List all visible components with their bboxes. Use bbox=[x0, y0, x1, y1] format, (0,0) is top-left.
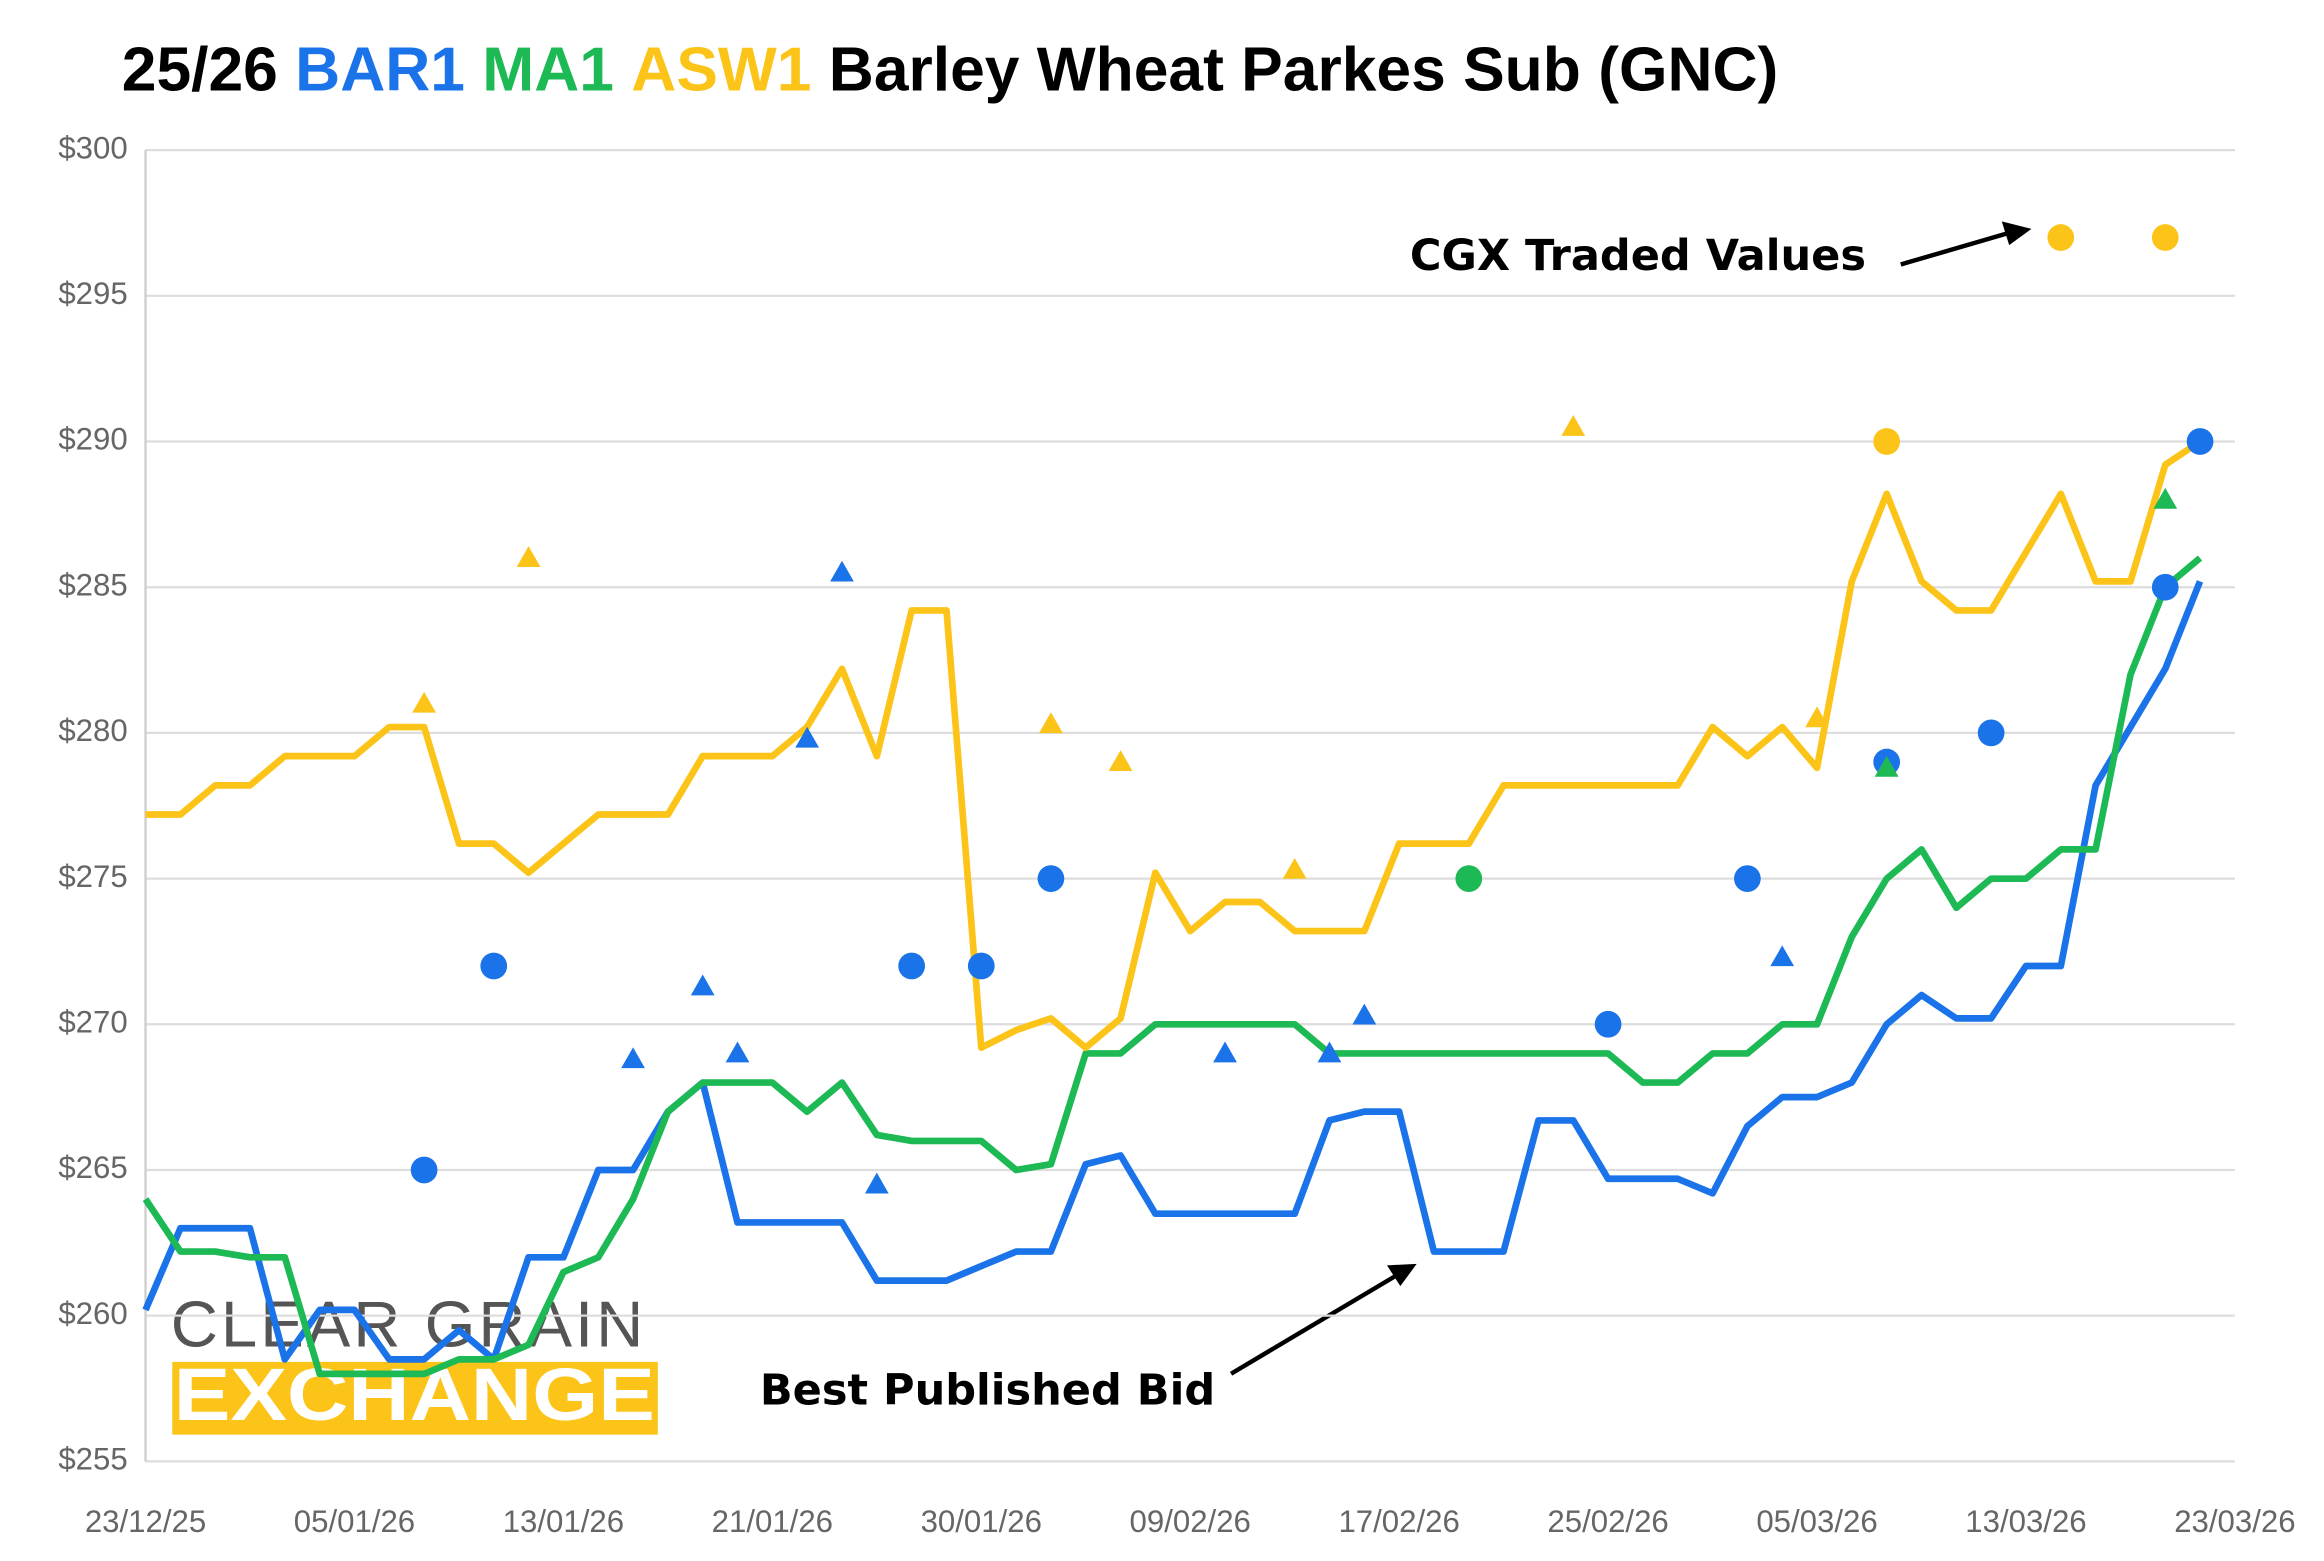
y-tick-label: $300 bbox=[58, 130, 127, 165]
x-tick-label: 17/02/26 bbox=[1338, 1504, 1459, 1539]
bid-marker bbox=[1282, 857, 1307, 879]
title-series-name: ASW1 bbox=[631, 36, 811, 105]
annotation-arrowhead bbox=[2001, 221, 2032, 246]
series-line bbox=[142, 555, 2203, 1378]
bid-marker bbox=[1317, 1041, 1342, 1063]
bid-marker bbox=[864, 1172, 889, 1194]
x-tick-label: 21/01/26 bbox=[712, 1504, 833, 1539]
bid-marker bbox=[621, 1047, 645, 1069]
traded-marker bbox=[967, 952, 995, 980]
bid-marker bbox=[830, 560, 854, 582]
x-tick-label: 23/12/25 bbox=[85, 1504, 206, 1539]
traded-marker bbox=[898, 952, 925, 980]
y-tick-label: $275 bbox=[58, 859, 127, 894]
bid-marker bbox=[1874, 755, 1899, 777]
y-tick-label: $260 bbox=[58, 1296, 127, 1331]
bid-marker bbox=[1213, 1041, 1237, 1063]
bid-marker bbox=[2153, 487, 2178, 509]
traded-marker bbox=[480, 952, 508, 980]
y-tick-label: $270 bbox=[58, 1005, 127, 1040]
bid-marker bbox=[1770, 945, 1795, 967]
y-tick-label: $295 bbox=[58, 276, 127, 311]
x-tick-label: 30/01/26 bbox=[921, 1504, 1042, 1539]
y-tick-label: $280 bbox=[58, 713, 127, 748]
traded-marker bbox=[410, 1156, 438, 1184]
traded-marker bbox=[1873, 428, 1901, 455]
y-tick-label: $290 bbox=[58, 422, 127, 457]
x-tick-label: 09/02/26 bbox=[1130, 1504, 1251, 1539]
y-tick-label: $285 bbox=[58, 567, 127, 602]
annotation-arrow bbox=[1900, 231, 2009, 267]
x-tick-label: 25/02/26 bbox=[1547, 1504, 1668, 1539]
bid-marker bbox=[690, 974, 715, 996]
bid-marker bbox=[1561, 415, 1586, 436]
logo-line: EXCHANGE bbox=[174, 1353, 655, 1436]
traded-marker bbox=[2151, 573, 2179, 601]
annotation-arrow bbox=[1229, 1273, 1398, 1376]
traded-marker bbox=[1455, 865, 1483, 892]
bid-marker bbox=[1039, 712, 1063, 734]
y-tick-label: $255 bbox=[58, 1442, 127, 1477]
chart-title: 25/26 BAR1 MA1 ASW1 Barley Wheat Parkes … bbox=[122, 36, 1779, 105]
traded-marker bbox=[1594, 1010, 1622, 1038]
x-tick-label: 05/01/26 bbox=[294, 1504, 415, 1539]
x-tick-label: 13/03/26 bbox=[1965, 1504, 2086, 1539]
title-text: Barley Wheat Parkes Sub (GNC) bbox=[829, 36, 1779, 105]
bid-marker bbox=[725, 1041, 750, 1063]
title-series-name: MA1 bbox=[482, 36, 614, 105]
series-line bbox=[145, 438, 2202, 1051]
logo-line: CLEAR GRAIN bbox=[171, 1287, 647, 1360]
bid-marker bbox=[1352, 1003, 1377, 1025]
traded-marker bbox=[2151, 224, 2179, 251]
title-series-name: BAR1 bbox=[295, 36, 465, 105]
title-prefix: 25/26 bbox=[122, 36, 278, 105]
bid-marker bbox=[1805, 706, 1829, 728]
annotation: CGX Traded Values bbox=[1410, 231, 1866, 281]
x-tick-label: 13/01/26 bbox=[503, 1504, 624, 1539]
annotation-arrowhead bbox=[1386, 1263, 1417, 1287]
traded-marker bbox=[1734, 865, 1761, 892]
series-line bbox=[142, 580, 2204, 1363]
bid-marker bbox=[1108, 750, 1133, 771]
x-tick-label: 05/03/26 bbox=[1756, 1504, 1877, 1539]
traded-marker bbox=[1037, 865, 1065, 892]
annotation: Best Published Bid bbox=[760, 1366, 1215, 1416]
x-tick-label: 23/03/26 bbox=[2174, 1504, 2295, 1539]
y-tick-label: $265 bbox=[58, 1150, 127, 1185]
bid-marker bbox=[795, 726, 820, 748]
traded-marker bbox=[2047, 224, 2075, 251]
traded-marker bbox=[2186, 428, 2214, 455]
bid-marker bbox=[412, 691, 436, 713]
bid-marker bbox=[516, 546, 541, 567]
traded-marker bbox=[1977, 719, 2005, 747]
